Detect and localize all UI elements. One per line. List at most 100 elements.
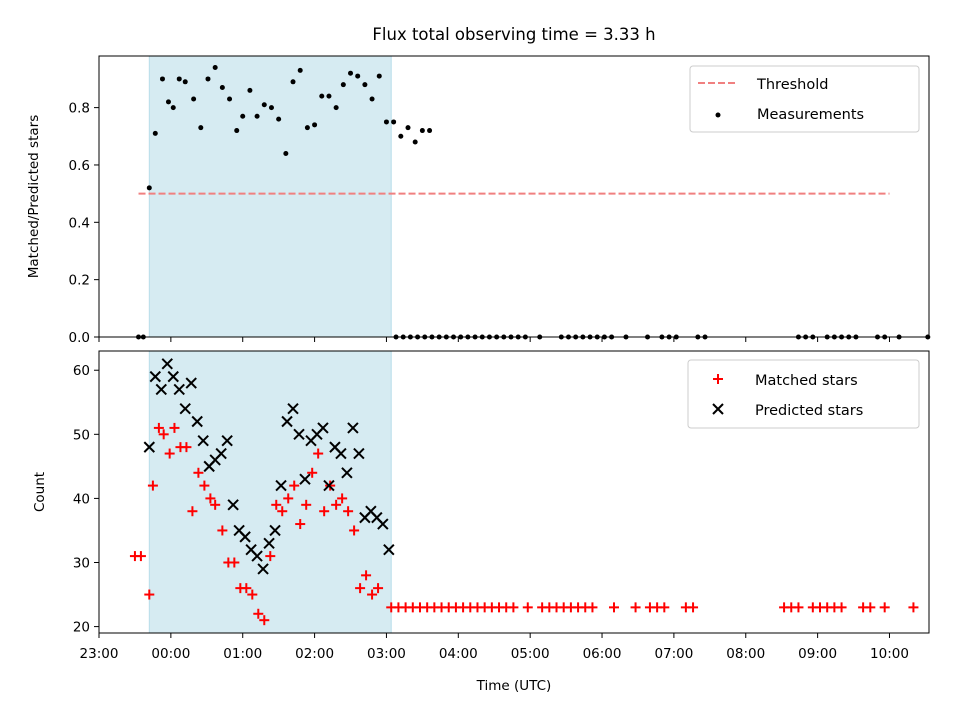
measurement-point — [227, 96, 233, 102]
matched-star-point — [630, 602, 641, 613]
predicted-star-point — [191, 415, 203, 428]
matched-star-point — [793, 602, 804, 613]
matched-star-point — [247, 589, 258, 600]
ratio-y-ticks: 0.0 0.2 0.4 0.6 0.8 — [69, 101, 99, 346]
matched-star-point — [147, 480, 158, 491]
legend-measurements-label: Measurements — [757, 107, 864, 123]
matched-star-point — [688, 602, 699, 613]
legend-threshold-label: Threshold — [756, 77, 828, 93]
x-tick-label: 08:00 — [726, 646, 765, 662]
matched-star-point — [169, 422, 180, 433]
x-tick-label: 05:00 — [511, 646, 550, 662]
count-x-ticks: 23:00 00:00 01:00 02:00 03:00 04:00 05:00 06:00… — [80, 633, 909, 662]
matched-star-point — [153, 422, 164, 433]
matched-star-point — [522, 602, 533, 613]
measurement-point — [165, 99, 171, 105]
matched-star-point — [373, 583, 384, 594]
x-tick-label: 04:00 — [439, 646, 478, 662]
measurement-point — [283, 150, 289, 156]
predicted-star-point — [317, 422, 329, 434]
matched-star-point — [313, 448, 324, 459]
matched-star-point — [301, 499, 312, 510]
ratio-y-tick-label: 0.6 — [69, 158, 90, 174]
measurement-point — [427, 128, 433, 134]
matched-star-point — [337, 493, 348, 504]
count-y-axis-label: Count — [32, 472, 48, 512]
measurement-point — [170, 105, 176, 111]
measurement-point — [369, 96, 375, 102]
measurement-point — [205, 76, 211, 82]
x-tick-label: 02:00 — [295, 646, 334, 662]
ratio-y-tick-label: 0.4 — [69, 215, 90, 231]
matched-star-point — [289, 480, 300, 491]
measurement-point — [191, 96, 197, 102]
measurement-point — [355, 73, 361, 79]
count-y-ticks: 20 30 40 50 60 — [73, 363, 99, 636]
measurement-point — [159, 76, 165, 82]
predicted-star-point — [287, 402, 299, 415]
ratio-y-axis-label: Matched/Predicted stars — [26, 115, 42, 278]
predicted-star-point — [257, 563, 269, 575]
measurement-point — [362, 82, 368, 88]
ratio-legend-frame — [689, 65, 920, 133]
measurement-point — [198, 125, 204, 131]
measurement-point — [419, 128, 425, 134]
matched-star-point — [836, 602, 847, 613]
predicted-star-point — [167, 370, 179, 383]
matched-star-point — [144, 589, 155, 600]
predicted-star-point — [281, 415, 293, 428]
observing-span-bottom — [148, 350, 392, 634]
measurement-point — [383, 119, 389, 125]
predicted-star-point — [377, 518, 389, 530]
legend-predicted-label: Predicted stars — [755, 403, 863, 419]
count-marks — [129, 358, 919, 626]
count-axes-frame — [98, 350, 930, 634]
matched-star-point — [229, 557, 240, 568]
count-legend-frame — [687, 359, 920, 429]
measurement-point — [212, 64, 218, 70]
measurement-point — [276, 116, 282, 122]
predicted-star-point — [197, 435, 209, 447]
matched-star-point — [361, 570, 372, 581]
legend-measurements-swatch — [715, 112, 721, 118]
ratio-y-tick-label: 0.8 — [69, 101, 90, 117]
predicted-star-point — [149, 370, 161, 383]
matched-star-point — [609, 602, 620, 613]
matched-star-point — [319, 506, 330, 517]
predicted-star-point — [179, 402, 191, 415]
measurement-point — [340, 82, 346, 88]
predicted-star-point — [299, 473, 311, 485]
x-tick-label: 03:00 — [367, 646, 406, 662]
chart-title: Flux total observing time = 3.33 h — [372, 25, 655, 44]
measurement-point — [182, 79, 188, 85]
ratio-y-tick-label: 0.2 — [69, 273, 90, 289]
predicted-star-point — [341, 467, 353, 479]
predicted-star-point — [227, 499, 239, 511]
x-tick-label: 07:00 — [654, 646, 693, 662]
predicted-star-point — [215, 447, 227, 460]
matched-star-point — [187, 506, 198, 517]
matched-star-point — [307, 467, 318, 478]
x-tick-label: 10:00 — [870, 646, 909, 662]
measurement-point — [398, 133, 404, 139]
observing-span-top — [148, 55, 392, 338]
measurement-point — [312, 122, 318, 128]
matched-star-point — [217, 525, 228, 536]
matched-star-point — [193, 467, 204, 478]
count-panel: 20 30 40 50 60 23:00 00:00 01:00 02:00 03:00 04:0… — [32, 350, 930, 694]
matched-star-point — [283, 493, 294, 504]
count-y-tick-label: 50 — [73, 427, 90, 443]
measurement-point — [290, 79, 296, 85]
matched-star-point — [210, 499, 221, 510]
predicted-star-point — [155, 383, 167, 396]
measurement-point — [254, 113, 260, 119]
matched-star-point — [259, 615, 270, 626]
measurement-point — [146, 185, 152, 191]
predicted-star-point — [323, 479, 335, 492]
ratio-legend: Threshold Measurements — [689, 65, 920, 133]
x-tick-label: 23:00 — [80, 646, 119, 662]
measurement-point — [319, 93, 325, 99]
matched-star-point — [253, 608, 264, 619]
measurement-point — [405, 125, 411, 131]
matched-star-point — [265, 551, 276, 562]
